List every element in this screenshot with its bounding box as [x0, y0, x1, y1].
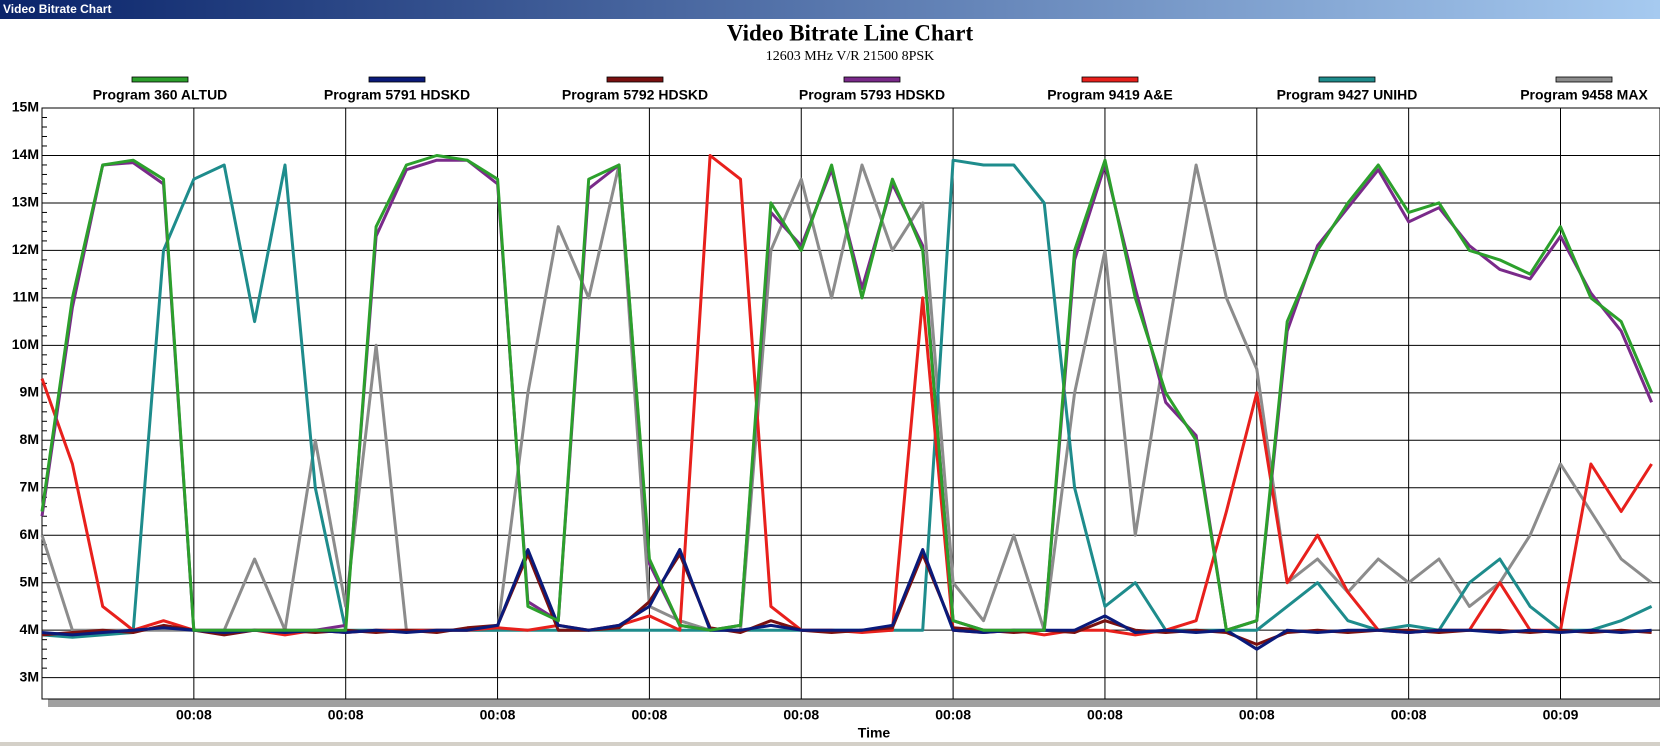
- legend-label: Program 9458 MAX: [1520, 87, 1648, 103]
- legend-label: Program 9419 A&E: [1047, 87, 1173, 103]
- legend-swatch: [843, 76, 901, 83]
- window-edge: [0, 742, 1660, 746]
- y-tick-label: 13M: [12, 194, 39, 210]
- y-tick-label: 10M: [12, 336, 39, 352]
- x-tick-label: 00:09: [1543, 707, 1579, 723]
- x-tick-label: 00:08: [1087, 707, 1123, 723]
- y-tick-label: 12M: [12, 241, 39, 257]
- y-tick-label: 8M: [20, 431, 39, 447]
- legend-swatch: [131, 76, 189, 83]
- y-tick-label: 9M: [20, 384, 39, 400]
- chart-title: Video Bitrate Line Chart: [727, 20, 974, 45]
- legend-swatch: [1555, 76, 1613, 83]
- legend-label: Program 5791 HDSKD: [324, 87, 470, 103]
- y-tick-label: 11M: [13, 289, 39, 305]
- window-title: Video Bitrate Chart: [3, 2, 111, 16]
- plot-frame: [41, 107, 1660, 700]
- y-tick-label: 4M: [20, 621, 39, 637]
- x-tick-label: 00:08: [1239, 707, 1275, 723]
- series-line: [40, 154, 1653, 632]
- y-tick-label: 6M: [20, 526, 39, 542]
- legend-swatch: [368, 76, 426, 83]
- x-tick-label: 00:08: [783, 707, 819, 723]
- y-tick-label: 15M: [12, 99, 39, 115]
- legend-label: Program 5792 HDSKD: [562, 87, 708, 103]
- y-tick-label: 3M: [20, 668, 39, 684]
- legend-label: Program 5793 HDSKD: [799, 87, 945, 103]
- x-tick-label: 00:08: [935, 707, 971, 723]
- x-axis-title: Time: [858, 725, 891, 741]
- chart-subtitle: 12603 MHz V/R 21500 8PSK: [766, 49, 935, 64]
- legend-swatch: [1318, 76, 1376, 83]
- legend-label: Program 9427 UNIHD: [1277, 87, 1418, 103]
- x-tick-label: 00:08: [480, 707, 516, 723]
- y-tick-label: 7M: [20, 478, 39, 494]
- x-tick-label: 00:08: [328, 707, 364, 723]
- legend-swatch: [606, 76, 664, 83]
- legend-label: Program 360 ALTUD: [93, 87, 228, 103]
- x-tick-label: 00:08: [176, 707, 212, 723]
- axis-shadow: [48, 699, 1660, 707]
- x-tick-label: 00:08: [631, 707, 667, 723]
- x-tick-label: 00:08: [1391, 707, 1427, 723]
- title-bar: [0, 0, 1660, 19]
- y-tick-label: 5M: [20, 573, 39, 589]
- y-tick-label: 14M: [12, 146, 39, 162]
- legend-swatch: [1081, 76, 1139, 83]
